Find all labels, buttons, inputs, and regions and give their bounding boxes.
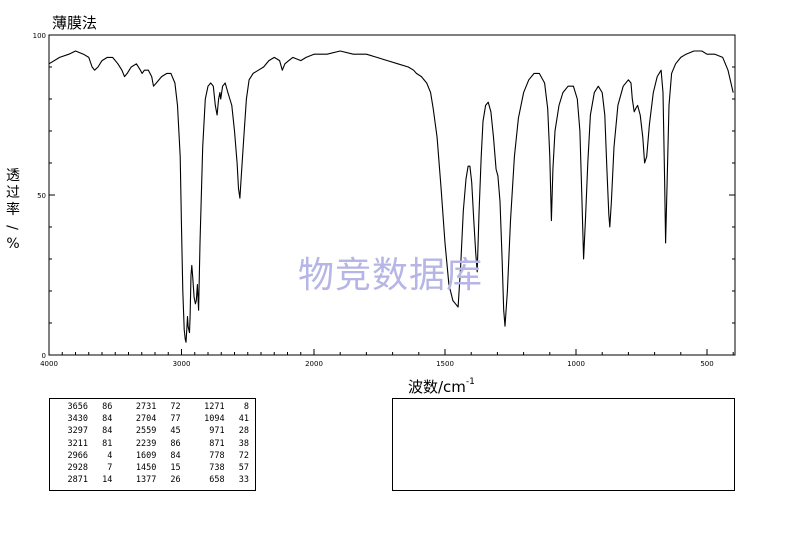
peak-wavenumber: 1271	[204, 402, 225, 412]
peak-transmittance: 84	[102, 414, 113, 425]
peak-wavenumber: 2731	[135, 402, 157, 412]
peak-transmittance: 77	[170, 414, 181, 425]
y-tick-label: 50	[37, 192, 46, 200]
peak-table-row: 3430 84	[50, 413, 118, 425]
peak-table-row: 871 38	[187, 438, 255, 450]
y-axis-label-separator: /	[4, 225, 21, 230]
peak-transmittance: 26	[170, 475, 181, 486]
y-axis-label-char-4: %	[6, 236, 20, 252]
peak-table-row: 738 57	[187, 462, 255, 474]
peak-transmittance: 4	[107, 450, 113, 461]
peak-table-row: 3656 86	[50, 401, 118, 413]
peak-wavenumber: 778	[209, 450, 225, 461]
peak-wavenumber: 658	[209, 475, 225, 486]
peak-table-row: 2559 45	[118, 425, 186, 437]
peak-table-row: 3297 84	[50, 425, 118, 437]
peak-transmittance: 8	[243, 402, 249, 412]
peak-wavenumber: 1609	[135, 450, 157, 461]
peak-transmittance: 28	[238, 426, 249, 437]
x-tick-label: 500	[700, 360, 713, 368]
y-tick-label: 100	[33, 32, 46, 40]
peak-wavenumber: 3211	[67, 438, 88, 449]
peak-table-row: 1271 8	[187, 401, 255, 413]
peak-wavenumber: 2239	[135, 438, 157, 449]
peak-transmittance: 84	[102, 426, 113, 437]
x-tick-label: 1500	[436, 360, 454, 368]
peak-table-row: 2928 7	[50, 462, 118, 474]
peak-table-row: 2966 4	[50, 450, 118, 462]
peak-wavenumber: 871	[209, 438, 225, 449]
x-tick-label: 4000	[40, 360, 58, 368]
x-axis-label: 波数/cm-1	[408, 376, 475, 397]
peak-wavenumber: 2704	[135, 414, 157, 425]
peak-transmittance: 7	[107, 463, 113, 474]
peak-table-row: 2239 86	[118, 438, 186, 450]
peak-table-row: 1094 41	[187, 413, 255, 425]
peak-table-column: 3656 86 3430 84 3297 84 3211 81 2966 4 2928 7 2871 14	[50, 401, 118, 490]
peak-table-row: 778 72	[187, 450, 255, 462]
peak-transmittance: 86	[170, 438, 181, 449]
peak-wavenumber: 3297	[67, 426, 88, 437]
peak-transmittance: 14	[102, 475, 113, 486]
peak-transmittance: 45	[170, 426, 181, 437]
y-axis-label-char-2: 过	[6, 185, 20, 201]
peak-transmittance: 86	[102, 402, 113, 412]
x-tick-label: 1000	[567, 360, 585, 368]
peak-wavenumber: 1377	[135, 475, 157, 486]
y-axis-label-char-3: 率	[6, 202, 20, 218]
y-tick-label: 0	[42, 352, 46, 360]
peak-table-row: 3211 81	[50, 438, 118, 450]
peak-wavenumber: 2871	[67, 475, 88, 486]
peak-table-row: 1377 26	[118, 474, 186, 486]
peak-wavenumber: 3430	[67, 414, 88, 425]
peak-transmittance: 15	[170, 463, 181, 474]
peak-wavenumber: 738	[209, 463, 225, 474]
x-axis-label-text: 波数/cm	[408, 378, 466, 396]
peak-wavenumber: 2966	[67, 450, 88, 461]
watermark: 物竞数据库	[298, 255, 484, 296]
peak-table-column: 1271 8 1094 41 971 28 871 38 778 72 738 57 658 33	[187, 401, 255, 490]
y-axis-label: 透 过 率 / %	[4, 168, 22, 253]
peak-wavenumber: 2928	[67, 463, 88, 474]
peak-table-row: 1609 84	[118, 450, 186, 462]
y-axis-label-char-1: 透	[6, 168, 20, 184]
peak-table-row: 1450 15	[118, 462, 186, 474]
spectrum-line	[48, 50, 734, 343]
peak-wavenumber: 2559	[135, 426, 157, 437]
x-tick-label: 2000	[305, 360, 323, 368]
peak-transmittance: 41	[238, 414, 249, 425]
peak-transmittance: 72	[170, 402, 181, 412]
peak-table-row: 2704 77	[118, 413, 186, 425]
chart-title: 薄膜法	[52, 14, 98, 32]
peak-table-row: 2871 14	[50, 474, 118, 486]
peak-wavenumber: 971	[209, 426, 225, 437]
peak-transmittance: 72	[238, 450, 249, 461]
peak-wavenumber: 1450	[135, 463, 157, 474]
info-box	[392, 398, 735, 491]
peak-transmittance: 84	[170, 450, 181, 461]
peak-table-row: 971 28	[187, 425, 255, 437]
peak-wavenumber: 1094	[204, 414, 225, 425]
peak-transmittance: 38	[238, 438, 249, 449]
peak-table-column: 2731 72 2704 77 2559 45 2239 86 1609 84 1450 15 1377…	[118, 401, 186, 490]
peak-transmittance: 81	[102, 438, 113, 449]
peak-transmittance: 57	[238, 463, 249, 474]
peak-wavenumber: 3656	[67, 402, 88, 412]
peak-transmittance: 33	[238, 475, 249, 486]
peak-table: 3656 86 3430 84 3297 84 3211 81 2966 4 2928 7 2871 14…	[49, 398, 256, 491]
x-axis-label-superscript: -1	[465, 377, 475, 387]
x-tick-label: 3000	[173, 360, 191, 368]
plot-frame	[48, 34, 736, 356]
peak-table-row: 658 33	[187, 474, 255, 486]
peak-table-row: 2731 72	[118, 401, 186, 413]
